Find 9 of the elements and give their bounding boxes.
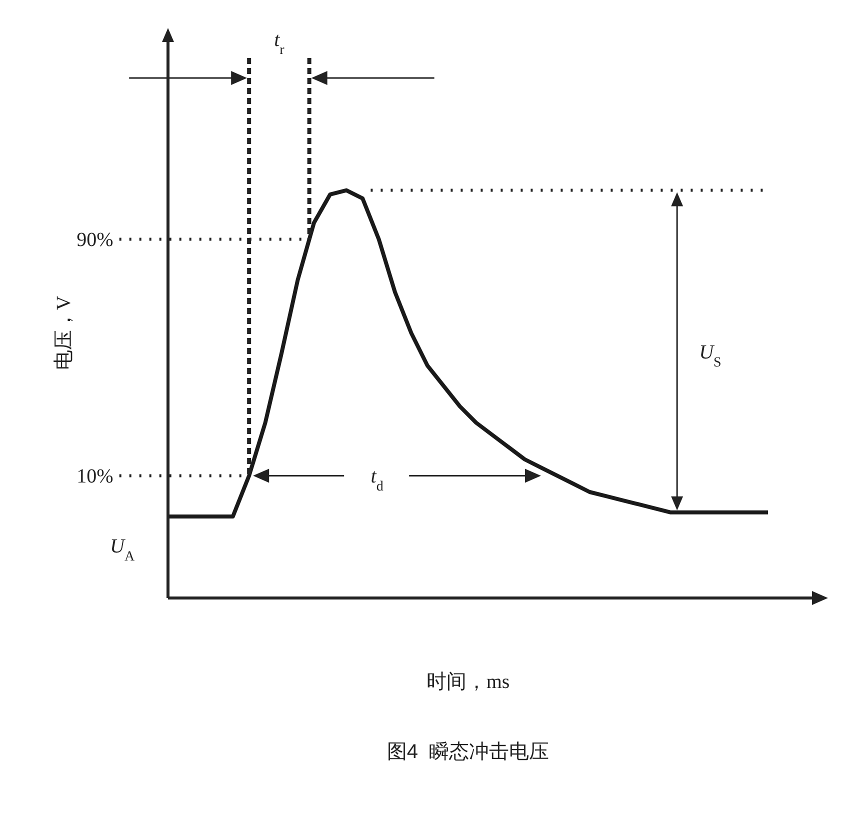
annotation: U$_{S}$ xyxy=(699,341,722,370)
annotation: t$_{d}$ xyxy=(370,466,384,494)
text: 10% xyxy=(76,466,114,488)
x-axis-title: 时间，ms xyxy=(426,671,510,693)
text: 图4 瞬态冲击电压 xyxy=(386,741,550,763)
text: U$_{A}$ xyxy=(110,535,136,564)
y-axis-title: 电压，V xyxy=(53,295,75,370)
text: 90% xyxy=(76,229,114,252)
text: t$_{r}$ xyxy=(274,29,285,58)
